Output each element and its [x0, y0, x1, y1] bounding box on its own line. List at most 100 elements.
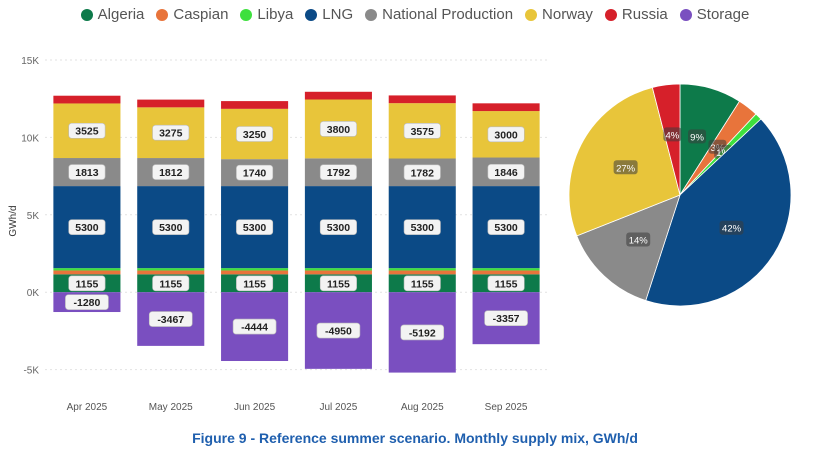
bar-segment-russia: [388, 95, 456, 104]
data-label: 5300: [327, 222, 351, 234]
y-axis-label: GWh/d: [8, 205, 19, 236]
data-label: 1155: [243, 278, 266, 290]
data-label-box: [403, 164, 441, 181]
data-label: 3000: [494, 129, 518, 141]
legend-item[interactable]: Storage: [679, 6, 750, 23]
legend-label: Caspian: [173, 6, 229, 23]
legend-label: Norway: [542, 6, 593, 23]
pie-slice-lng: [645, 118, 792, 307]
data-label-box: [487, 219, 525, 235]
data-label: 3575: [411, 126, 435, 138]
bar-segment-russia: [221, 101, 289, 109]
x-tick-label: Apr 2025: [67, 402, 108, 413]
pie-label: 9%: [690, 132, 704, 143]
bar-segment-libya: [221, 268, 289, 271]
y-tick-label: 10K: [21, 133, 39, 144]
legend-label: Storage: [696, 6, 750, 23]
data-label-box: [236, 164, 274, 181]
bar-segment-russia: [53, 95, 121, 104]
legend-item[interactable]: Norway: [525, 6, 593, 23]
pie-label-box: [688, 129, 707, 144]
data-label-box: [232, 318, 277, 335]
data-label-box: [400, 324, 445, 341]
data-label-box: [152, 275, 190, 292]
legend-swatch: [679, 8, 692, 21]
data-label: 3250: [243, 129, 267, 141]
chart-legend: Algeria Caspian Libya LNG National Productio…: [0, 6, 830, 23]
data-label-box: [152, 124, 190, 141]
pie-label-box: [613, 160, 638, 175]
data-label-box: [68, 122, 106, 139]
data-label: 3525: [75, 126, 99, 138]
bar-segment-libya: [472, 268, 540, 271]
data-label: 3800: [327, 124, 351, 136]
pie-label: 4%: [665, 130, 679, 141]
bar-segment-russia: [304, 91, 372, 100]
legend-item[interactable]: Russia: [604, 6, 668, 23]
legend-item[interactable]: Caspian: [156, 6, 228, 23]
data-label: 1155: [495, 278, 518, 290]
data-label: 1155: [76, 278, 99, 290]
pie-label: 42%: [722, 224, 742, 235]
data-label: -3467: [157, 314, 184, 326]
bar-segment-caspian: [221, 270, 289, 275]
legend-item[interactable]: Algeria: [80, 6, 145, 23]
x-tick-label: Jul 2025: [320, 402, 358, 413]
data-label-box: [316, 322, 361, 339]
data-label: 5300: [411, 222, 435, 234]
bar-segment-caspian: [304, 270, 372, 275]
data-label: 1155: [159, 278, 182, 290]
bar-segment-caspian: [137, 270, 205, 275]
pie-label: 1%: [716, 148, 730, 159]
legend-label: Algeria: [97, 6, 145, 23]
pie-label: 14%: [629, 236, 649, 247]
data-label: -5192: [409, 327, 436, 339]
legend-swatch: [240, 8, 253, 21]
data-label: 5300: [75, 222, 99, 234]
data-label: 5300: [159, 222, 183, 234]
data-label-box: [487, 164, 525, 180]
data-label-box: [152, 219, 190, 235]
data-label-box: [403, 123, 441, 139]
legend-label: National Production: [382, 6, 514, 23]
data-label: -4950: [325, 326, 352, 338]
bar-segment-libya: [53, 268, 121, 271]
pie-label-box: [719, 220, 744, 235]
y-tick-label: -5K: [23, 366, 39, 377]
data-label-box: [236, 126, 274, 142]
legend-label: Libya: [257, 6, 294, 23]
y-tick-label: 5K: [27, 211, 40, 222]
data-label-box: [487, 275, 525, 292]
data-label: 5300: [494, 222, 518, 234]
data-label-box: [403, 275, 441, 292]
y-tick-label: 0K: [27, 288, 40, 299]
legend-swatch: [156, 8, 169, 21]
legend-label: Russia: [621, 6, 668, 23]
pie-label-box: [663, 127, 682, 142]
x-tick-label: Aug 2025: [401, 402, 444, 413]
legend-item[interactable]: LNG: [305, 6, 353, 23]
bar-segment-russia: [472, 103, 540, 112]
bar-segment-caspian: [53, 270, 121, 275]
data-label-box: [152, 164, 190, 180]
data-label: 1846: [494, 167, 518, 179]
data-label-box: [148, 311, 193, 327]
pie-slice-national-production: [576, 194, 681, 302]
y-tick-label: 15K: [21, 56, 39, 67]
legend-swatch: [525, 8, 538, 21]
data-label-box: [236, 219, 274, 235]
data-label: 1813: [75, 167, 99, 179]
pie-label: 27%: [616, 163, 636, 174]
legend-swatch: [365, 8, 378, 21]
legend-swatch: [80, 8, 93, 21]
legend-item[interactable]: National Production: [365, 6, 513, 23]
pie-label-box: [626, 232, 651, 247]
data-label-box: [319, 275, 357, 292]
legend-item[interactable]: Libya: [240, 6, 293, 23]
data-label: 1782: [411, 167, 435, 179]
data-label-box: [484, 310, 528, 326]
bar-segment-libya: [137, 268, 205, 271]
data-label-box: [68, 275, 106, 292]
figure-caption: Figure 9 - Reference summer scenario. Mo…: [192, 430, 638, 446]
